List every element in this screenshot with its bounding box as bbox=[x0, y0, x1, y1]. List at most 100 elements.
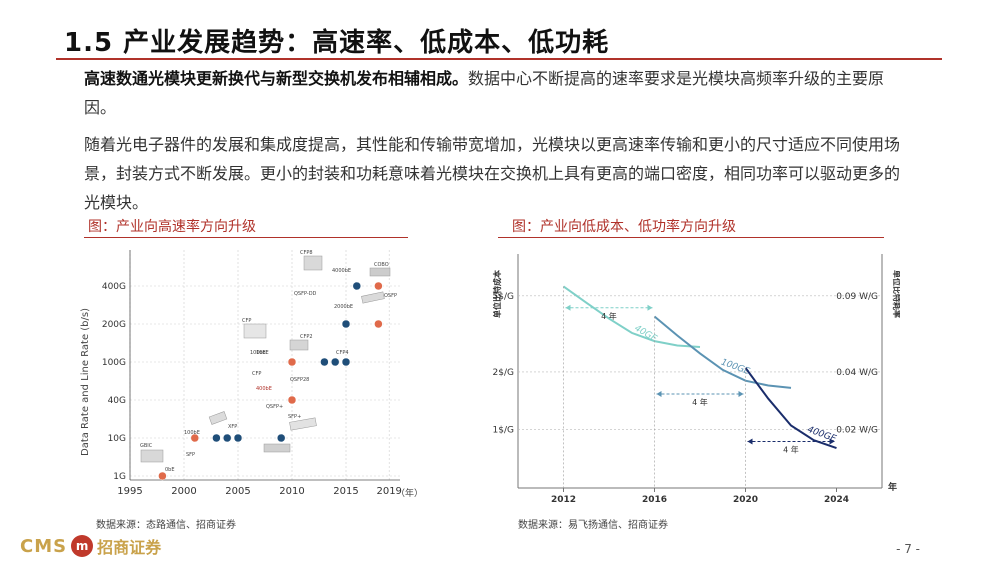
title-divider bbox=[56, 58, 942, 60]
left-chart-y-tick-label: 400G bbox=[102, 282, 126, 292]
cobo-module-image bbox=[369, 267, 391, 277]
left-chart-annotation: QSFP-DD bbox=[294, 291, 317, 297]
left-chart: 1G 10G 40G 100G 200G 400G 1995 2000 2005 2010 201… bbox=[78, 242, 418, 504]
right-chart-right-tick-label: 0.09 W/G bbox=[836, 292, 878, 302]
right-figure-caption: 图：产业向低成本、低功率方向升级 bbox=[512, 219, 736, 235]
ethernet-rate-point bbox=[287, 357, 297, 367]
paragraph-1-lead: 高速数通光模块更新换代与新型交换机发布相辅相成。 bbox=[84, 69, 469, 88]
right-chart-duration-label: 4 年 bbox=[601, 311, 617, 321]
arrowhead-left-icon bbox=[656, 390, 662, 397]
left-chart-y-tick-label: 200G bbox=[102, 320, 126, 330]
left-chart-annotation: CFP8 bbox=[300, 250, 313, 256]
right-chart-series-line bbox=[744, 367, 837, 450]
cfp-module-image bbox=[243, 323, 267, 339]
arrowhead-right-icon bbox=[738, 390, 744, 397]
left-chart-x-tick-label: 2015 bbox=[333, 486, 358, 497]
right-chart-duration-label: 4 年 bbox=[783, 445, 799, 455]
right-chart-right-tick-label: 0.04 W/G bbox=[836, 368, 878, 378]
ethernet-rate-point bbox=[287, 395, 297, 405]
left-chart-annotation: 100bE bbox=[250, 350, 266, 356]
left-chart-annotation: 4000bE bbox=[332, 268, 351, 274]
ethernet-rate-point bbox=[158, 471, 167, 481]
left-chart-annotation: XFP bbox=[228, 424, 237, 430]
right-chart-series-line bbox=[653, 315, 792, 389]
module-point bbox=[341, 357, 351, 367]
left-chart-annotation: QSFP28 bbox=[290, 377, 309, 383]
left-chart-x-tick-label: 2000 bbox=[171, 486, 196, 497]
ethernet-rate-point bbox=[190, 433, 200, 443]
page-title: 1.5 产业发展趋势：高速率、低成本、低功耗 bbox=[64, 28, 610, 58]
left-chart-axes bbox=[129, 250, 400, 481]
left-chart-y-tick-label: 40G bbox=[108, 396, 126, 406]
module-point bbox=[341, 319, 351, 329]
left-chart-annotation: CFP4 bbox=[336, 350, 349, 356]
right-chart-right-tick-label: 0.02 W/G bbox=[836, 426, 878, 436]
left-chart-annotation: 400bE bbox=[256, 386, 272, 392]
right-chart-guides bbox=[518, 295, 882, 430]
xfp-module-image bbox=[208, 411, 228, 425]
left-chart-y-tick-label: 100G bbox=[102, 358, 126, 368]
left-chart-annotation: QSFP+ bbox=[266, 404, 283, 410]
module-point bbox=[276, 433, 286, 443]
module-point bbox=[320, 357, 329, 367]
arrowhead-left-icon bbox=[747, 438, 753, 445]
left-chart-points bbox=[158, 281, 383, 481]
left-chart-annotation: 2000bE bbox=[334, 304, 353, 310]
left-chart-annotation: CFP2 bbox=[300, 334, 313, 340]
right-chart-x-tick-label: 2016 bbox=[642, 495, 667, 505]
right-chart-left-tick-label: 2$/G bbox=[493, 368, 514, 378]
left-chart-x-tick-label: 2019 bbox=[376, 486, 401, 497]
left-chart-annotation: COBO bbox=[374, 262, 389, 268]
right-chart-series-line bbox=[562, 285, 701, 348]
company-logo: CMS m 招商证券 bbox=[20, 533, 161, 559]
left-figure-caption: 图：产业向高速率方向升级 bbox=[88, 219, 256, 235]
right-chart-left-tick-label: 5$/G bbox=[493, 292, 514, 302]
cms-logo-mark: m bbox=[71, 535, 94, 557]
right-figure-rule bbox=[498, 237, 884, 238]
right-chart-right-axis-label: 单位比特耗率 bbox=[892, 270, 900, 318]
paragraph-1-body: 数据中心不断提高的速率要求是光模块高频率升级的主要原因。 bbox=[84, 69, 885, 117]
right-chart-duration-arrows: 4 年 4 年 4 年 bbox=[565, 304, 835, 455]
osfp-module-image bbox=[361, 291, 385, 304]
sfp-plus-module-image bbox=[263, 443, 291, 453]
left-chart-x-tick-label: 2010 bbox=[279, 486, 304, 497]
left-chart-x-tick-label: 2005 bbox=[225, 486, 250, 497]
arrowhead-right-icon bbox=[829, 438, 835, 445]
arrowhead-left-icon bbox=[565, 304, 571, 311]
left-chart-y-axis-label: Data Rate and Line Rate (b/s) bbox=[80, 308, 91, 456]
cms-logo-text: CMS bbox=[20, 535, 68, 557]
gbic-module-image bbox=[140, 449, 164, 463]
left-chart-y-tick-labels: 1G 10G 40G 100G 200G 400G bbox=[102, 282, 126, 482]
left-chart-grid bbox=[129, 250, 400, 480]
right-figure-source: 数据来源：易飞扬通信、招商证券 bbox=[518, 520, 668, 531]
left-chart-annotation: OSFP bbox=[384, 293, 397, 299]
left-chart-annotation: 100bE bbox=[184, 430, 200, 436]
left-chart-annotation: CFP bbox=[252, 371, 261, 377]
right-chart-x-tick-label: 2024 bbox=[824, 495, 849, 505]
left-chart-x-tick-label: 1995 bbox=[117, 486, 142, 497]
module-point bbox=[222, 433, 232, 443]
left-chart-annotation: CFP bbox=[242, 318, 251, 324]
qsfp-plus-module-image bbox=[289, 417, 317, 431]
page-number: - 7 - bbox=[896, 542, 920, 556]
module-point bbox=[352, 281, 362, 291]
right-chart-x-axis-label: 年 bbox=[888, 481, 897, 493]
ethernet-rate-point bbox=[374, 319, 383, 329]
right-chart-left-axis-label: 单位比特成本 bbox=[492, 270, 502, 318]
company-name: 招商证券 bbox=[97, 538, 162, 557]
left-chart-x-tick-labels: 1995 2000 2005 2010 2015 2019 bbox=[117, 486, 402, 497]
module-point bbox=[330, 357, 340, 367]
arrowhead-right-icon bbox=[647, 304, 653, 311]
cfp8-module-image bbox=[303, 255, 323, 271]
left-figure-source: 数据来源：态路通信、招商证券 bbox=[96, 520, 236, 531]
left-chart-annotation: SFP bbox=[186, 452, 195, 458]
cfp2-module-image bbox=[289, 339, 309, 351]
left-chart-x-unit: （年） bbox=[396, 487, 418, 499]
left-chart-annotation: 10bE bbox=[256, 350, 269, 356]
module-point bbox=[212, 433, 221, 443]
left-chart-annotation: GBIC bbox=[140, 443, 153, 449]
right-chart-x-tick-label: 2012 bbox=[551, 495, 576, 505]
left-chart-annotations: GBIC SFP 100bE XFP 0bE 10bE QSFP+ SFP+ 400bE 100b… bbox=[140, 250, 397, 473]
module-point bbox=[233, 433, 243, 443]
right-chart-tick-labels: 2012 2016 2020 2024 5$/G 0.09 W/G 2$/G 0.04 W/G… bbox=[493, 292, 878, 505]
